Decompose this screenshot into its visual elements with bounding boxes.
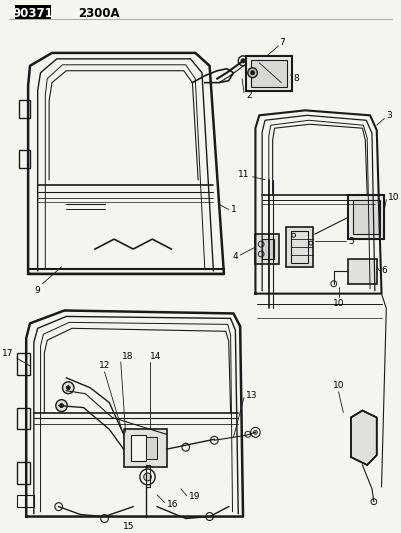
Bar	[124, 430, 166, 467]
Text: 19: 19	[188, 492, 200, 501]
Bar	[18, 150, 30, 168]
Bar	[347, 259, 376, 284]
Text: 14: 14	[150, 352, 161, 360]
Text: 10: 10	[332, 299, 343, 308]
Circle shape	[253, 430, 257, 434]
Bar	[16, 495, 34, 507]
Bar	[15, 5, 51, 19]
Bar	[290, 231, 307, 263]
Circle shape	[143, 473, 151, 481]
Circle shape	[62, 382, 74, 394]
Bar	[245, 56, 291, 91]
Bar	[250, 60, 286, 86]
Text: 2300A: 2300A	[77, 7, 119, 20]
Text: 10: 10	[387, 193, 399, 202]
Text: 4: 4	[232, 253, 238, 262]
Circle shape	[59, 403, 63, 408]
Text: 11: 11	[238, 170, 249, 179]
Text: 10: 10	[332, 381, 343, 390]
Bar	[16, 353, 30, 375]
Text: 8: 8	[293, 74, 299, 83]
Bar	[145, 437, 157, 459]
Circle shape	[241, 59, 244, 63]
Text: 13: 13	[245, 391, 257, 400]
Bar	[352, 199, 379, 234]
Circle shape	[66, 386, 70, 390]
Text: 2: 2	[245, 91, 251, 100]
Bar	[16, 408, 30, 430]
Text: 9: 9	[35, 286, 41, 295]
Bar	[131, 435, 145, 461]
Bar	[255, 234, 279, 264]
Bar	[18, 100, 30, 118]
Text: 16: 16	[166, 500, 178, 509]
Circle shape	[56, 400, 67, 411]
Text: 17: 17	[2, 349, 14, 358]
Text: 12: 12	[99, 361, 110, 370]
Bar	[285, 227, 312, 267]
Circle shape	[247, 68, 257, 78]
Polygon shape	[350, 410, 376, 465]
Text: 6: 6	[381, 266, 386, 276]
Bar	[347, 195, 383, 239]
Bar	[16, 462, 30, 484]
Circle shape	[250, 71, 254, 75]
Bar	[261, 239, 273, 259]
Text: 1: 1	[230, 205, 236, 214]
Text: 7: 7	[279, 38, 284, 47]
Text: 18: 18	[122, 352, 133, 360]
Text: 5: 5	[347, 237, 353, 246]
Text: 3: 3	[385, 111, 391, 120]
Text: 15: 15	[122, 522, 134, 531]
Text: 90371: 90371	[12, 7, 53, 20]
